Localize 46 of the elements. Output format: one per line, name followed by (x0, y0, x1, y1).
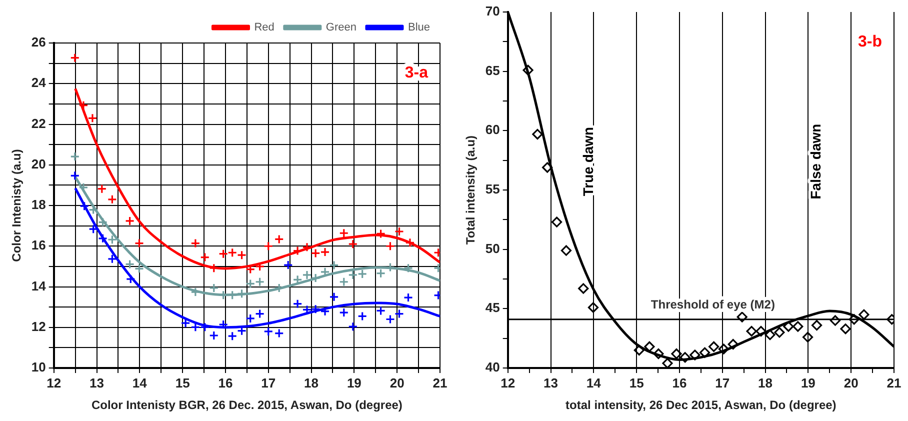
annotation: True dawn (580, 126, 596, 196)
x-tick-label: 14 (586, 375, 602, 390)
y-tick-label: 50 (485, 240, 500, 256)
y-tick-label: 45 (485, 300, 500, 316)
x-tick-label: 20 (844, 375, 858, 390)
x-tick-label: 16 (672, 375, 687, 390)
legend-label: Green (326, 22, 356, 34)
annotation: False dawn (808, 124, 824, 200)
y-tick-label: 10 (31, 360, 46, 375)
x-tick-label: 12 (46, 375, 62, 390)
x-tick-label: 16 (218, 375, 233, 390)
x-tick-label: 19 (346, 375, 362, 390)
y-tick-label: 65 (485, 62, 500, 78)
x-tick-label: 21 (886, 375, 902, 390)
y-tick-label: 16 (31, 238, 46, 253)
x-tick-label: 13 (544, 375, 558, 390)
x-tick-label: 12 (500, 375, 516, 390)
y-tick-label: 40 (485, 360, 500, 375)
x-tick-label: 21 (432, 375, 448, 390)
x-tick-label: 20 (390, 375, 404, 390)
annotation: 3-b (858, 33, 882, 50)
x-tick-label: 15 (629, 375, 644, 390)
y-axis-title: Color Intenisty (a.u) (10, 149, 24, 262)
x-axis-title: Color Intenisty BGR, 26 Dec. 2015, Aswan, Do (degree) (91, 398, 402, 412)
x-tick-label: 19 (800, 375, 816, 390)
x-tick-label: 14 (132, 375, 148, 390)
y-axis-title: Total intensity (a.u) (464, 135, 478, 245)
y-tick-label: 18 (31, 197, 46, 212)
x-tick-label: 18 (758, 375, 773, 390)
y-tick-label: 20 (31, 156, 46, 172)
y-tick-label: 55 (485, 182, 500, 197)
x-tick-label: 17 (715, 375, 730, 390)
x-axis-title: total intensity, 26 Dec 2015, Aswan, Do (degree) (566, 398, 836, 412)
x-tick-label: 18 (304, 375, 319, 390)
legend-label: Blue (408, 22, 430, 34)
x-tick-label: 15 (175, 375, 190, 390)
y-tick-label: 12 (31, 318, 46, 334)
x-tick-label: 17 (261, 375, 276, 390)
y-tick-label: 24 (31, 75, 47, 90)
y-tick-label: 60 (485, 122, 500, 138)
y-tick-label: 22 (31, 116, 46, 131)
legend-label: Red (254, 22, 274, 34)
y-tick-label: 26 (31, 34, 46, 50)
y-tick-label: 70 (485, 4, 500, 19)
x-tick-label: 13 (90, 375, 104, 390)
y-tick-label: 14 (31, 278, 47, 294)
